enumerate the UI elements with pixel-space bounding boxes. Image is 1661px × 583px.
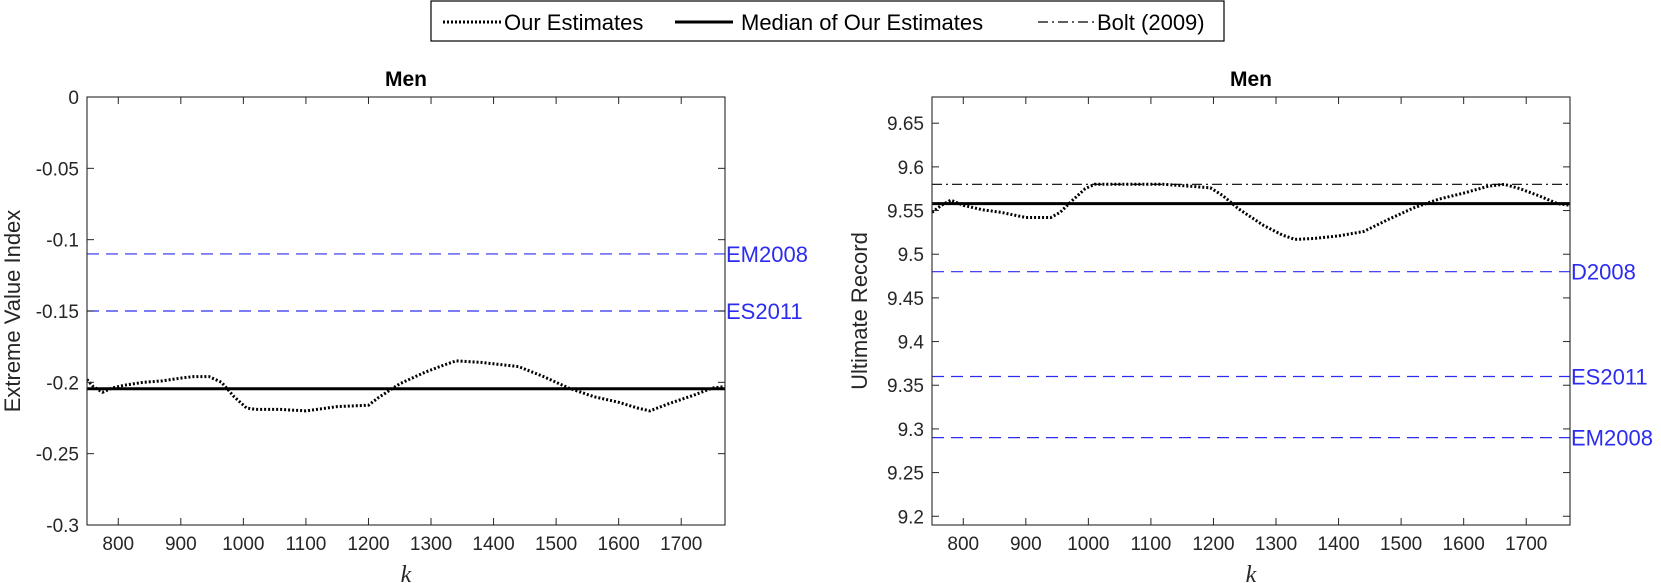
y-axis-title: Ultimate Record bbox=[847, 232, 872, 390]
y-tick-label: 9.2 bbox=[898, 507, 924, 528]
y-tick-label: 9.65 bbox=[887, 114, 924, 135]
y-tick-label: 0 bbox=[68, 88, 79, 109]
x-tick-label: 1200 bbox=[1192, 534, 1234, 555]
chart-ultimate-record: D2008 ES2011 EM2008 800 900 1000 1100 1200 1300 1… bbox=[847, 68, 1653, 583]
x-tick-label: 1000 bbox=[222, 534, 264, 555]
x-axis-title: k bbox=[1246, 562, 1257, 583]
y-axis-title: Extreme Value Index bbox=[0, 210, 25, 413]
y-tick-label: 9.45 bbox=[887, 289, 924, 310]
reference-label-es2011: ES2011 bbox=[1571, 365, 1648, 390]
x-tick-label: 900 bbox=[165, 534, 197, 555]
legend-label-bolt: Bolt (2009) bbox=[1097, 10, 1205, 35]
y-tick-label: -0.3 bbox=[46, 516, 79, 537]
legend: Our Estimates Median of Our Estimates Bo… bbox=[430, 0, 1225, 42]
chart-extreme-value-index: EM2008 ES2011 800 900 1000 1100 1200 1300 1400 15… bbox=[0, 68, 808, 583]
y-tick-label: 9.55 bbox=[887, 202, 924, 223]
axes-box bbox=[931, 96, 1571, 526]
reference-label-em2008: EM2008 bbox=[1571, 426, 1653, 451]
x-tick-label: 1600 bbox=[598, 534, 640, 555]
chart-title: Men bbox=[385, 68, 427, 91]
y-tick-label: 9.4 bbox=[898, 333, 925, 354]
plot-area bbox=[932, 97, 1570, 525]
x-tick-label: 1400 bbox=[1317, 534, 1359, 555]
y-tick-label: 9.5 bbox=[898, 245, 924, 266]
x-tick-label: 1100 bbox=[1130, 534, 1171, 555]
x-tick-label: 900 bbox=[1010, 534, 1042, 555]
x-tick-label: 1200 bbox=[347, 534, 389, 555]
y-tick-label: -0.2 bbox=[46, 373, 79, 394]
legend-box bbox=[430, 0, 1225, 42]
x-tick-label: 1300 bbox=[410, 534, 452, 555]
y-tick-label: 9.6 bbox=[898, 158, 924, 179]
y-tick-label: -0.05 bbox=[36, 159, 79, 180]
x-tick-label: 1300 bbox=[1255, 534, 1297, 555]
x-tick-label: 1700 bbox=[1505, 534, 1547, 555]
y-tick-label: 9.35 bbox=[887, 376, 924, 397]
y-tick-label: -0.25 bbox=[36, 445, 79, 466]
y-tick-label: -0.1 bbox=[46, 231, 79, 252]
x-tick-label: 800 bbox=[947, 534, 979, 555]
x-tick-label: 1000 bbox=[1067, 534, 1109, 555]
series-our-estimates bbox=[932, 182, 1570, 241]
x-tick-label: 800 bbox=[102, 534, 134, 555]
x-tick-label: 1400 bbox=[472, 534, 514, 555]
x-tick-label: 1700 bbox=[660, 534, 702, 555]
legend-label-estimates: Our Estimates bbox=[504, 10, 643, 35]
chart-title: Men bbox=[1230, 68, 1272, 91]
series-our-estimates bbox=[87, 359, 725, 413]
x-tick-label: 1500 bbox=[535, 534, 577, 555]
reference-label-d2008: D2008 bbox=[1571, 260, 1636, 285]
x-tick-label: 1500 bbox=[1380, 534, 1422, 555]
y-tick-label: 9.3 bbox=[898, 420, 924, 441]
x-axis-title: k bbox=[401, 562, 412, 583]
x-tick-label: 1100 bbox=[285, 534, 326, 555]
legend-label-median: Median of Our Estimates bbox=[741, 10, 983, 35]
y-tick-label: -0.15 bbox=[36, 302, 79, 323]
axes-box bbox=[86, 96, 726, 526]
reference-label-em2008: EM2008 bbox=[726, 242, 808, 267]
x-tick-label: 1600 bbox=[1443, 534, 1485, 555]
y-tick-label: 9.25 bbox=[887, 464, 924, 485]
reference-label-es2011: ES2011 bbox=[726, 299, 803, 324]
